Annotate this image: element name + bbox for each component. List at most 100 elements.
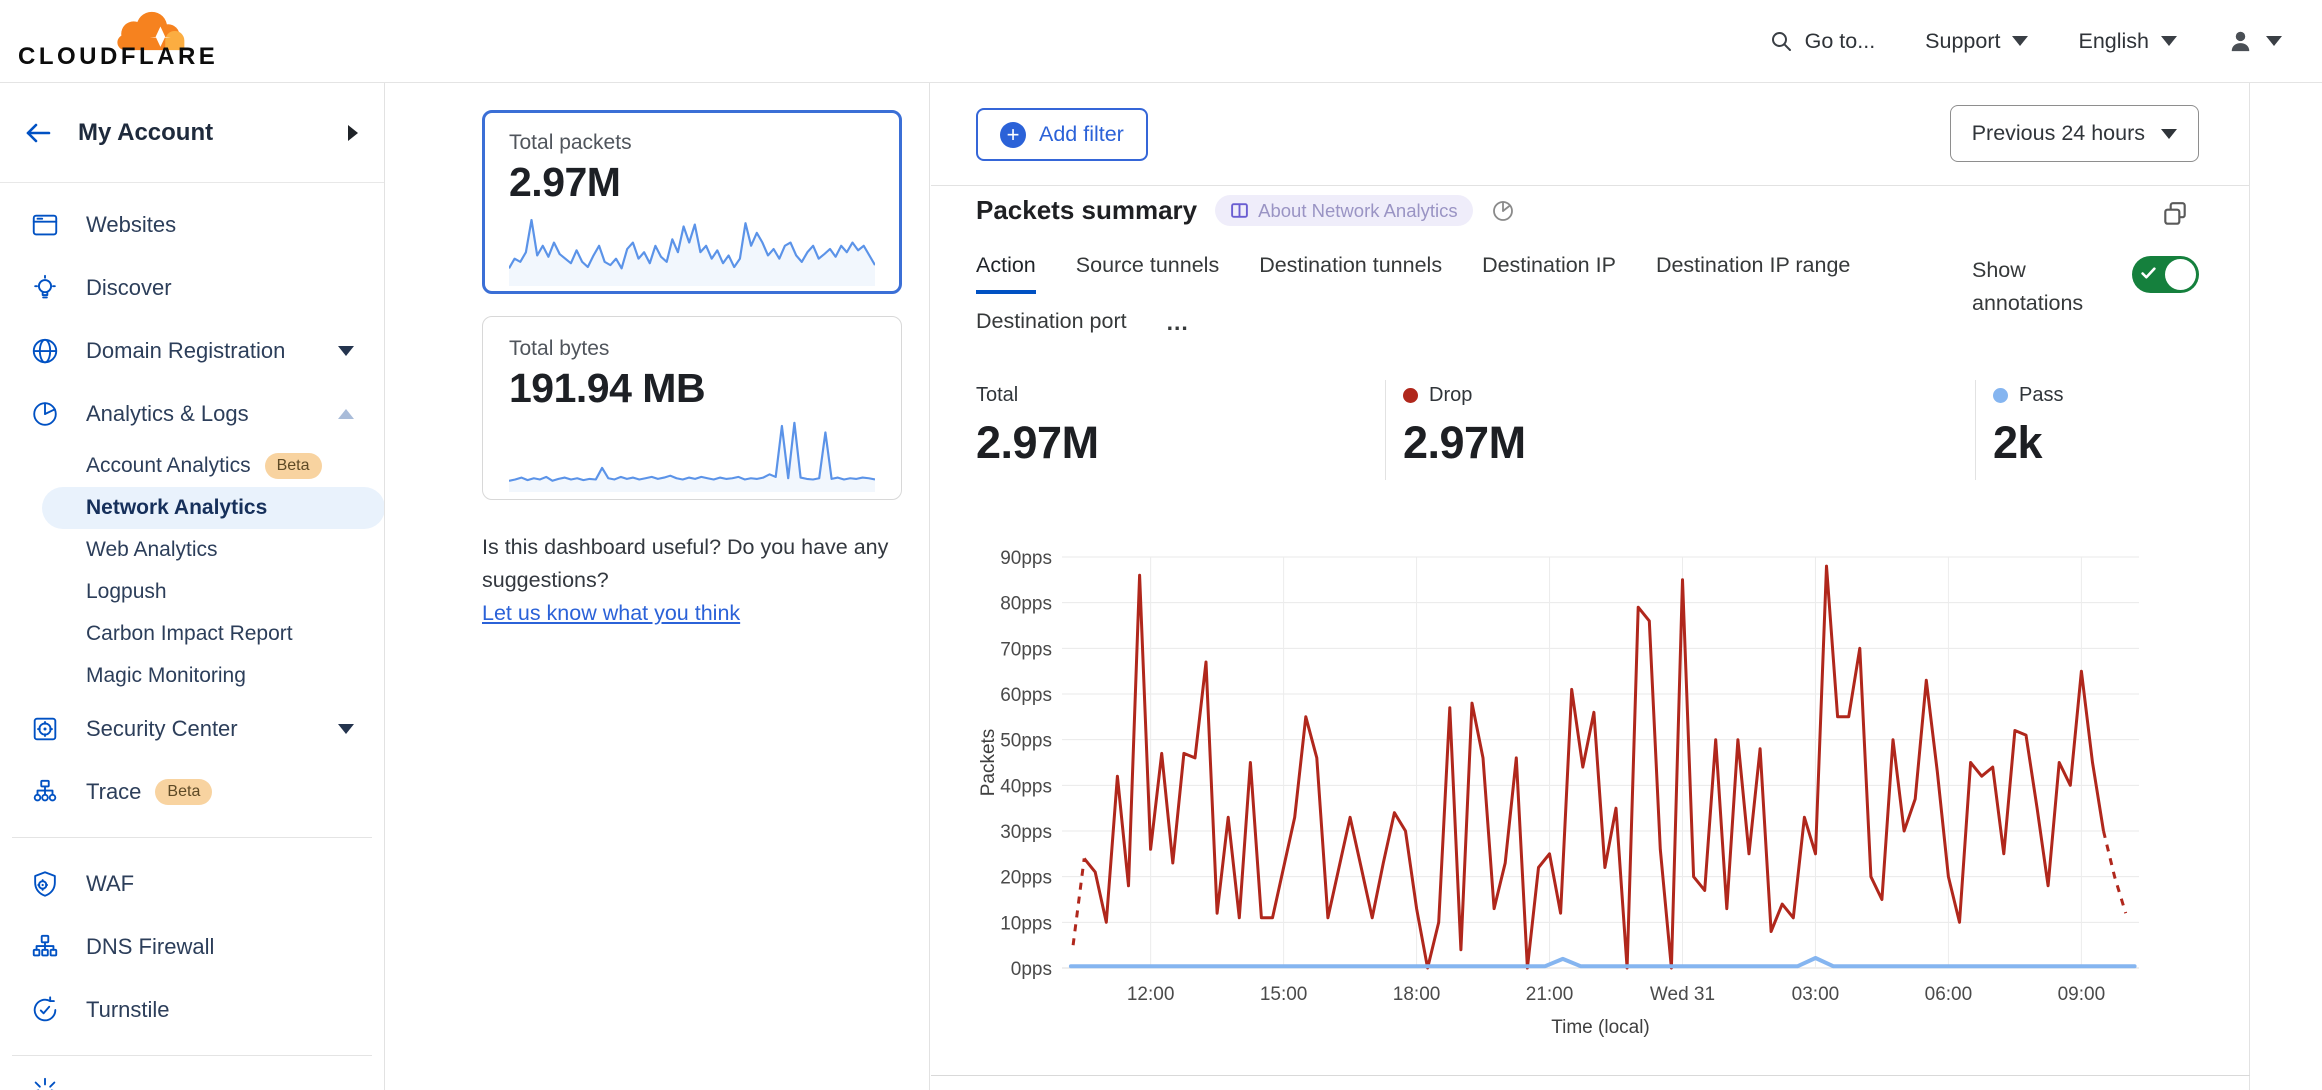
beta-badge: Beta xyxy=(264,453,322,479)
safe-icon xyxy=(30,714,60,744)
header-actions: Go to... Support English xyxy=(1769,28,2282,55)
total-bytes-card[interactable]: Total bytes 191.94 MB xyxy=(482,316,902,500)
starburst-icon xyxy=(30,1075,60,1090)
sidebar-item-web-analytics[interactable]: Web Analytics xyxy=(42,529,384,571)
sidebar-nav: Websites Discover Domain Registration Analy… xyxy=(0,183,384,1090)
sidebar-item-trace[interactable]: Trace Beta xyxy=(0,760,384,823)
stat-label: Total xyxy=(976,384,1019,406)
total-packets-sparkline xyxy=(509,218,875,286)
sidebar-item-network-analytics[interactable]: Network Analytics xyxy=(42,487,384,529)
sidebar-item-magic-monitoring[interactable]: Magic Monitoring xyxy=(42,655,384,697)
sidebar-item-turnstile[interactable]: Turnstile xyxy=(0,978,384,1041)
sidebar-item-label: Trace xyxy=(86,778,142,804)
sidebar-item-label: WAF xyxy=(86,870,135,896)
sidebar-item-websites[interactable]: Websites xyxy=(0,193,384,256)
back-arrow-icon[interactable] xyxy=(22,117,54,149)
person-icon xyxy=(2231,31,2250,51)
tabs-overflow-button[interactable]: ... xyxy=(1166,309,1189,335)
card-value: 191.94 MB xyxy=(509,365,706,411)
sidebar-item-label: Network Analytics xyxy=(86,496,268,519)
toggle-knob xyxy=(2165,259,2196,290)
svg-text:70pps: 70pps xyxy=(1000,639,1052,660)
sidebar-item-waf[interactable]: WAF xyxy=(0,852,384,915)
pie-chart-icon[interactable] xyxy=(1491,199,1515,223)
chevron-up-icon xyxy=(338,408,354,419)
refresh-check-icon xyxy=(30,995,60,1025)
stats-row: Total 2.97M Drop 2.97M Pass 2k xyxy=(976,380,2248,480)
svg-text:06:00: 06:00 xyxy=(1925,984,1973,1005)
browser-icon xyxy=(30,210,60,240)
sidebar-item-label: Domain Registration xyxy=(86,337,286,363)
tab-destination-tunnels[interactable]: Destination tunnels xyxy=(1259,253,1443,277)
chevron-down-icon xyxy=(338,723,354,734)
packets-chart: 0pps 10pps 20pps 30pps 40pps 50pps 60pps 70pps 8… xyxy=(976,545,2156,1055)
svg-text:18:00: 18:00 xyxy=(1393,984,1441,1005)
panel-title: Packets summary xyxy=(976,195,1198,225)
sidebar-item-security-center[interactable]: Security Center xyxy=(0,697,384,760)
add-filter-label: Add filter xyxy=(1039,122,1124,146)
sidebar-item-label: Discover xyxy=(86,274,172,300)
metrics-column: Total packets 2.97M Total bytes 191.94 M… xyxy=(386,83,930,1090)
sidebar-item-dns-firewall[interactable]: DNS Firewall xyxy=(0,915,384,978)
cloudflare-logo[interactable]: CLOUDFLARE xyxy=(18,5,215,77)
time-range-dropdown[interactable]: Previous 24 hours xyxy=(1949,105,2199,162)
sidebar-item-label: Websites xyxy=(86,211,177,237)
chevron-right-icon[interactable] xyxy=(348,124,358,141)
sidebar-item-label: Turnstile xyxy=(86,996,170,1022)
time-range-label: Previous 24 hours xyxy=(1971,121,2145,145)
sidebar-item-label: Account Analytics xyxy=(86,454,251,477)
plus-icon: + xyxy=(1000,121,1026,148)
sidebar-item-starburst-icon[interactable] xyxy=(0,1070,384,1090)
sidebar-item-logpush[interactable]: Logpush xyxy=(42,571,384,613)
tab-destination-ip[interactable]: Destination IP xyxy=(1482,253,1616,277)
pass-legend-dot xyxy=(1993,388,2008,403)
chevron-down-icon xyxy=(2012,36,2029,46)
tab-destination-port[interactable]: Destination port xyxy=(976,309,1127,333)
duplicate-panel-icon[interactable] xyxy=(2161,200,2189,228)
sidebar-item-label: Security Center xyxy=(86,715,238,741)
dimension-tabs-row-2: Destination port... xyxy=(976,309,1189,350)
add-filter-button[interactable]: + Add filter xyxy=(976,108,1148,161)
filter-bar: + Add filter Previous 24 hours xyxy=(931,83,2249,186)
chevron-down-icon xyxy=(2266,36,2282,46)
stat-value: 2.97M xyxy=(1403,417,1526,468)
sidebar-item-carbon-impact-report[interactable]: Carbon Impact Report xyxy=(42,613,384,655)
search-icon xyxy=(1771,32,1791,51)
svg-text:Wed 31: Wed 31 xyxy=(1650,984,1715,1005)
sidebar-item-domain-registration[interactable]: Domain Registration xyxy=(0,319,384,382)
tab-destination-ip-range[interactable]: Destination IP range xyxy=(1655,253,1851,277)
goto-search[interactable]: Go to... xyxy=(1769,29,1875,54)
svg-text:30pps: 30pps xyxy=(1000,822,1052,843)
cloudflare-wordmark: CLOUDFLARE xyxy=(18,43,219,70)
sidebar-item-analytics-logs[interactable]: Analytics & Logs xyxy=(0,382,384,445)
sidebar-item-label: Magic Monitoring xyxy=(86,664,246,687)
top-header: CLOUDFLARE Go to... Support English xyxy=(0,0,2322,83)
svg-text:90pps: 90pps xyxy=(1000,548,1052,569)
svg-text:80pps: 80pps xyxy=(1000,594,1052,615)
user-menu[interactable] xyxy=(2227,28,2282,55)
svg-text:50pps: 50pps xyxy=(1000,731,1052,752)
about-network-analytics-badge[interactable]: About Network Analytics xyxy=(1215,195,1473,226)
sidebar-item-discover[interactable]: Discover xyxy=(0,256,384,319)
chevron-down-icon xyxy=(2161,36,2177,46)
show-annotations-toggle[interactable] xyxy=(2132,256,2199,293)
sidebar-item-account-analytics[interactable]: Account Analytics Beta xyxy=(42,445,384,487)
feedback-link[interactable]: Let us know what you think xyxy=(482,601,741,625)
language-label: English xyxy=(2078,28,2149,53)
check-icon xyxy=(2141,267,2156,279)
card-value: 2.97M xyxy=(509,159,621,205)
total-packets-card[interactable]: Total packets 2.97M xyxy=(482,110,902,294)
tab-source-tunnels[interactable]: Source tunnels xyxy=(1075,253,1220,277)
shield-gear-icon xyxy=(30,869,60,899)
about-badge-label: About Network Analytics xyxy=(1258,199,1458,221)
card-label: Total packets xyxy=(509,131,632,154)
svg-text:15:00: 15:00 xyxy=(1260,984,1308,1005)
cloudflare-cloud-icon xyxy=(117,11,185,51)
language-menu[interactable]: English xyxy=(2078,29,2177,54)
drop-legend-dot xyxy=(1403,388,1418,403)
book-icon xyxy=(1231,203,1248,218)
stat-value: 2k xyxy=(1993,417,2043,468)
support-menu[interactable]: Support xyxy=(1925,29,2029,54)
tab-action[interactable]: Action xyxy=(976,253,1036,294)
sidebar-item-label: Carbon Impact Report xyxy=(86,622,293,645)
